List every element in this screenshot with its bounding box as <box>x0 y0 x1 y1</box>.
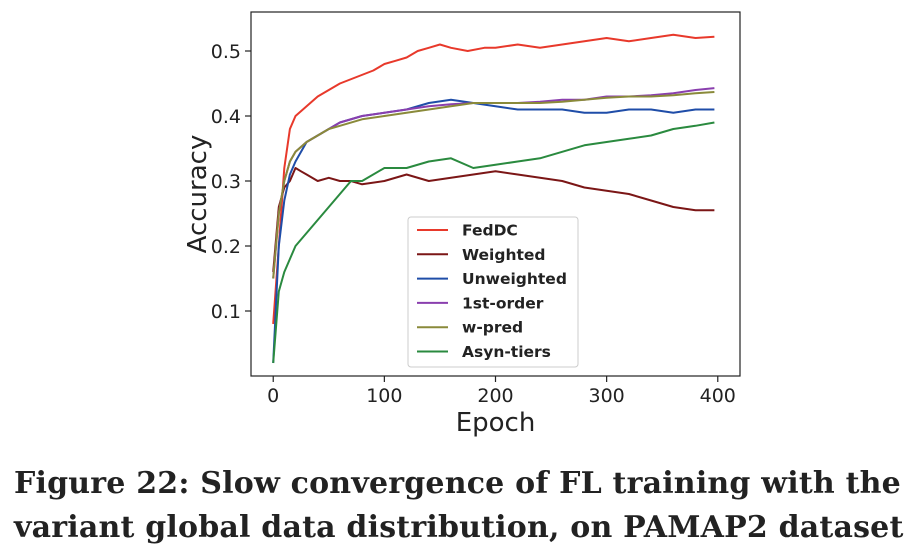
legend-label: Unweighted <box>462 270 567 288</box>
x-tick-label: 0 <box>267 385 279 407</box>
x-tick-label: 300 <box>589 385 625 407</box>
y-tick-label: 0.4 <box>211 106 241 128</box>
y-tick-label: 0.2 <box>211 236 241 258</box>
series-line-asyn-tiers <box>272 121 715 364</box>
series-layer <box>272 33 715 364</box>
x-tick-label: 400 <box>700 385 736 407</box>
legend-label: Weighted <box>462 246 546 264</box>
line-chart: 0 100 200 300 400 0.1 0.2 0.3 0.4 0.5 Epoch Accur… <box>183 11 741 438</box>
y-tick-label: 0.1 <box>211 301 241 323</box>
legend: FedDC Weighted Unweighted 1st-order w-pred As… <box>407 216 579 368</box>
figure-caption: Figure 22: Slow convergence of FL traini… <box>14 462 914 550</box>
x-tick-label: 100 <box>366 385 402 407</box>
legend-label: 1st-order <box>462 294 544 312</box>
y-axis-title: Accuracy <box>183 135 213 254</box>
legend-label: Asyn-tiers <box>462 343 551 361</box>
series-line-weighted <box>272 167 715 273</box>
caption-line-2: variant global data distribution, on PAM… <box>14 510 904 545</box>
x-tick-label: 200 <box>477 385 513 407</box>
y-tick-label: 0.3 <box>211 171 241 193</box>
y-tick-label: 0.5 <box>211 41 241 63</box>
caption-line-1: Figure 22: Slow convergence of FL traini… <box>14 466 901 501</box>
series-line-unweighted <box>272 98 715 364</box>
x-axis-title: Epoch <box>456 408 536 438</box>
series-line-w-pred <box>272 91 715 279</box>
legend-label: FedDC <box>462 222 518 240</box>
series-line-feddc <box>272 33 715 325</box>
legend-label: w-pred <box>462 319 523 337</box>
axis-layer: 0 100 200 300 400 0.1 0.2 0.3 0.4 0.5 <box>211 41 736 407</box>
legend-box <box>407 216 579 368</box>
